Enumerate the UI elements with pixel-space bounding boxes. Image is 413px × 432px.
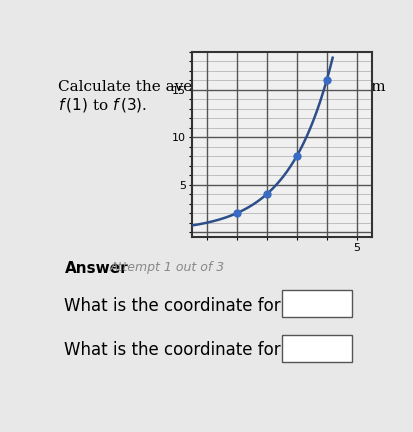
Text: What is the coordinate for f(1)?: What is the coordinate for f(1)? (64, 297, 325, 315)
FancyBboxPatch shape (282, 290, 353, 317)
Text: What is the coordinate for f(3)?: What is the coordinate for f(3)? (64, 341, 325, 359)
Text: Calculate the average rate of change from $f\,(1)$ to $f\,(3)$.: Calculate the average rate of change fro… (58, 79, 386, 114)
Text: Answer: Answer (64, 260, 128, 276)
Text: Attempt 1 out of 3: Attempt 1 out of 3 (109, 260, 225, 273)
FancyBboxPatch shape (282, 335, 353, 362)
